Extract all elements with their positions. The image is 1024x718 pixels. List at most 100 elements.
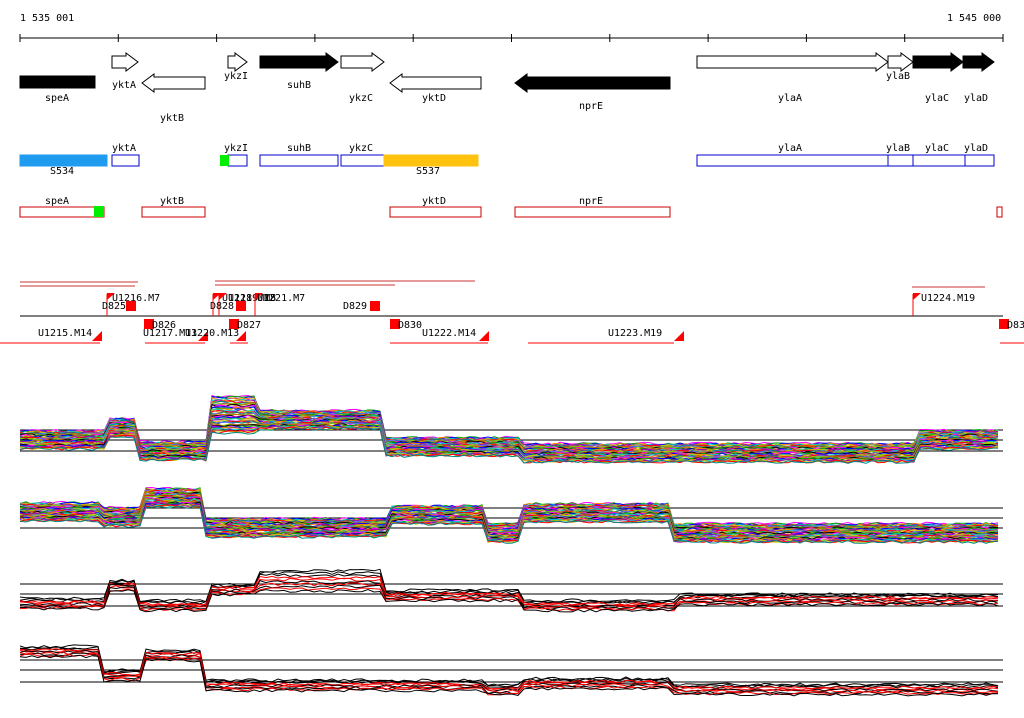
segment-label: U1222.M14 [422, 328, 476, 339]
upshift-label: U1219.M8 [228, 293, 276, 304]
feature-label: ylaD [964, 143, 988, 154]
gene-label: ylaB [886, 71, 910, 82]
downshift-box [390, 319, 400, 329]
feature-box [964, 154, 995, 167]
feature-box [887, 154, 914, 167]
upshift-label: U1221.M7 [257, 293, 305, 304]
feature-marker [220, 155, 229, 166]
expression-series [19, 571, 999, 604]
feature-box [514, 206, 671, 218]
gene-label: yktB [160, 113, 184, 124]
expression-series [19, 501, 999, 541]
downshift-box [999, 319, 1009, 329]
feature-box [340, 154, 385, 167]
gene-label: nprE [579, 101, 603, 112]
upshift-label: U1224.M19 [921, 293, 975, 304]
downshift-label: D828 [210, 301, 234, 312]
feature-label: ykzC [349, 143, 373, 154]
gene-arrow [141, 73, 206, 93]
feature-box [141, 206, 206, 218]
position-ruler [19, 34, 1004, 42]
segment-label: U1223.M19 [608, 328, 662, 339]
feature-label: ylaB [886, 143, 910, 154]
expression-panels [19, 394, 1003, 697]
shift-flag [107, 293, 115, 300]
plus-strand-features: S534 yktA ykzI suhB ykzC S537 ylaA ylaB ylaC ylaD [19, 143, 995, 177]
feature-label: ylaA [778, 143, 802, 154]
expression-series [20, 588, 999, 613]
end-coordinate: 1 545 000 [947, 13, 1002, 24]
gene-arrow [259, 52, 339, 72]
shift-flag [255, 293, 263, 300]
shift-flag [236, 331, 246, 341]
gene-arrow [887, 52, 914, 72]
minus-strand-features: speA yktB yktD nprE [19, 196, 1003, 218]
start-coordinate: 1 535 001 [20, 13, 75, 24]
feature-label: S537 [416, 166, 440, 177]
gene-label: ykzI [224, 71, 248, 82]
gene-arrow [696, 52, 889, 72]
gene-label: speA [45, 93, 69, 104]
expression-series [19, 649, 999, 692]
expression-series [19, 651, 999, 694]
feature-box [996, 206, 1003, 218]
shift-flag [219, 293, 227, 300]
feature-box [19, 154, 108, 167]
downshift-box [229, 319, 239, 329]
segment-label: U1220.M13 [185, 328, 239, 339]
feature-label: ykzI [224, 143, 248, 154]
gene-arrow [514, 73, 671, 93]
feature-box [696, 154, 889, 167]
gene-label: ylaA [778, 93, 802, 104]
downshift-label: D830 [398, 320, 422, 331]
gene-arrow [389, 73, 482, 93]
gene-label: ylaC [925, 93, 949, 104]
downshift-label: D827 [237, 320, 261, 331]
gene-arrow [227, 52, 248, 72]
gene-arrow [962, 52, 995, 72]
feature-box [111, 154, 140, 167]
gene-label: ykzC [349, 93, 373, 104]
expression-series [19, 654, 999, 697]
expression-series [19, 427, 999, 464]
feature-label: yktB [160, 196, 184, 207]
downshift-box [144, 319, 154, 329]
downshift-box [370, 301, 380, 311]
downshift-box [126, 301, 136, 311]
gene-arrow [111, 52, 139, 72]
gene-label: yktA [112, 80, 136, 91]
feature-box [227, 154, 248, 167]
expression-series [19, 426, 999, 464]
feature-label: yktA [112, 143, 136, 154]
expression-series [19, 505, 999, 544]
downshift-label: D829 [343, 301, 367, 312]
upshift-label: U1218.M15 [222, 293, 276, 304]
feature-label: ylaC [925, 143, 949, 154]
feature-label: speA [45, 196, 69, 207]
feature-label: suhB [287, 143, 311, 154]
feature-box [259, 154, 339, 167]
upshift-label: U1216.M7 [112, 293, 160, 304]
shift-flag [479, 331, 489, 341]
expression-series [19, 644, 999, 687]
gene-arrow [340, 52, 385, 72]
shift-flag [913, 293, 921, 300]
feature-box [383, 154, 479, 167]
gene-label: yktD [422, 93, 446, 104]
gene-track: speA yktA yktB ykzI suhB ykzC yktD nprE ylaA ylaB… [19, 52, 995, 124]
gene-label: ylaD [964, 93, 988, 104]
expression-series [19, 573, 999, 605]
segment-label: U1217.M13 [143, 328, 197, 339]
shift-flag [674, 331, 684, 341]
feature-box [19, 206, 105, 218]
downshift-label: D83 [1007, 320, 1024, 331]
feature-label: S534 [50, 166, 74, 177]
downshift-box [236, 301, 246, 311]
shift-flag [198, 331, 208, 341]
downshift-label: D826 [152, 320, 176, 331]
feature-box [912, 154, 966, 167]
expression-series [19, 568, 999, 603]
